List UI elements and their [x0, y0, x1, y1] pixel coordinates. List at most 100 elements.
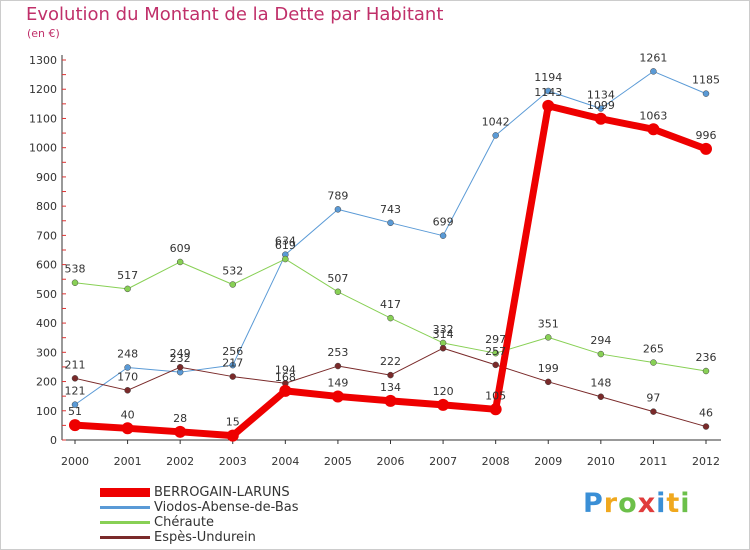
data-point: [71, 375, 79, 382]
data-label: 1042: [482, 115, 510, 128]
data-point: [439, 232, 447, 239]
data-label: 634: [275, 235, 296, 248]
data-point: [492, 132, 499, 139]
data-label: 294: [590, 334, 611, 347]
x-tick-label: 2012: [692, 455, 720, 468]
x-tick-label: 2009: [534, 455, 562, 468]
x-tick-label: 2000: [61, 455, 89, 468]
data-label: 619: [275, 239, 296, 252]
data-label: 1099: [587, 99, 615, 112]
series-1: [71, 68, 710, 408]
data-point: [650, 359, 657, 366]
data-label: 40: [121, 408, 135, 421]
data-point: [334, 362, 342, 370]
x-tick-label: 2011: [639, 455, 667, 468]
data-label: 194: [275, 363, 296, 376]
data-label: 1261: [639, 51, 667, 64]
data-point: [542, 99, 555, 112]
data-label: 168: [275, 371, 296, 384]
data-label: 517: [117, 269, 138, 282]
data-point: [700, 142, 712, 155]
data-label: 297: [485, 333, 506, 346]
y-tick-label: 300: [36, 346, 57, 359]
data-point: [229, 281, 236, 288]
legend-label: Espès-Undurein: [154, 530, 256, 545]
data-point: [176, 363, 184, 371]
y-tick-label: 1100: [29, 112, 57, 125]
data-label: 232: [170, 352, 191, 365]
data-label: 351: [538, 317, 559, 330]
data-point: [492, 349, 499, 357]
data-label: 532: [222, 264, 243, 277]
data-point: [71, 279, 79, 286]
data-point: [279, 384, 292, 397]
x-tick-label: 2004: [271, 455, 299, 468]
data-label: 417: [380, 298, 401, 311]
x-tick-label: 2007: [429, 455, 457, 468]
data-label: 1194: [534, 71, 562, 84]
data-label: 789: [327, 189, 348, 202]
data-label: 257: [485, 345, 506, 358]
x-tick-label: 2003: [219, 455, 247, 468]
x-tick-label: 2008: [482, 455, 510, 468]
data-label: 1143: [534, 86, 562, 99]
data-point: [439, 344, 447, 352]
data-point: [71, 401, 79, 408]
data-label: 217: [222, 357, 243, 370]
x-tick-label: 2005: [324, 455, 352, 468]
legend-label: Viodos-Abense-de-Bas: [154, 500, 299, 515]
data-point: [124, 364, 131, 371]
data-point: [387, 219, 394, 227]
data-label: 211: [65, 358, 86, 371]
legend-swatch: [100, 536, 150, 539]
y-tick-label: 800: [36, 200, 57, 213]
data-point: [174, 425, 187, 438]
chart-series: [69, 68, 712, 442]
data-label: 256: [222, 345, 243, 358]
chart-axes: 0 100 200 300 400 500 600 700 800 900 1000 1100 1200…: [29, 54, 721, 468]
data-point: [492, 361, 499, 369]
data-point: [437, 398, 450, 411]
data-label: 507: [327, 272, 348, 285]
data-label: 199: [538, 362, 559, 375]
x-tick-label: 2001: [114, 455, 142, 468]
data-point: [545, 378, 552, 386]
data-label: 15: [226, 416, 240, 429]
x-tick-label: 2002: [166, 455, 194, 468]
logo-letter: i: [680, 488, 691, 519]
data-label: 149: [327, 376, 348, 389]
data-point: [650, 408, 657, 415]
legend-swatch: [100, 506, 150, 509]
line-chart: 0 100 200 300 400 500 600 700 800 900 1000 1100 1200…: [29, 51, 721, 468]
data-label: 249: [170, 347, 191, 360]
chart-unit: (en €): [27, 27, 60, 40]
data-point: [226, 429, 239, 442]
y-tick-label: 100: [36, 405, 57, 418]
data-label: 120: [433, 385, 454, 398]
data-label: 314: [433, 328, 454, 341]
series-0: [69, 99, 712, 442]
data-label: 236: [696, 351, 717, 364]
data-point: [650, 68, 657, 75]
data-label: 28: [173, 412, 187, 425]
data-label: 148: [590, 377, 611, 390]
legend-swatch: [100, 521, 150, 524]
data-point: [702, 90, 710, 97]
legend-label: Chéraute: [154, 515, 214, 530]
data-point: [594, 112, 607, 125]
y-tick-label: 400: [36, 317, 57, 330]
data-label: 97: [646, 392, 660, 405]
data-label: 265: [643, 343, 664, 356]
data-point: [229, 361, 236, 369]
data-point: [384, 394, 397, 407]
y-tick-label: 1200: [29, 83, 57, 96]
data-point: [334, 206, 342, 213]
data-label: 51: [68, 405, 82, 418]
data-point: [545, 334, 552, 341]
y-tick-label: 600: [36, 259, 57, 272]
data-point: [647, 123, 660, 136]
data-point: [124, 285, 131, 293]
legend-swatch: [100, 488, 150, 497]
logo-letter: x: [637, 488, 657, 519]
data-point: [597, 105, 605, 112]
